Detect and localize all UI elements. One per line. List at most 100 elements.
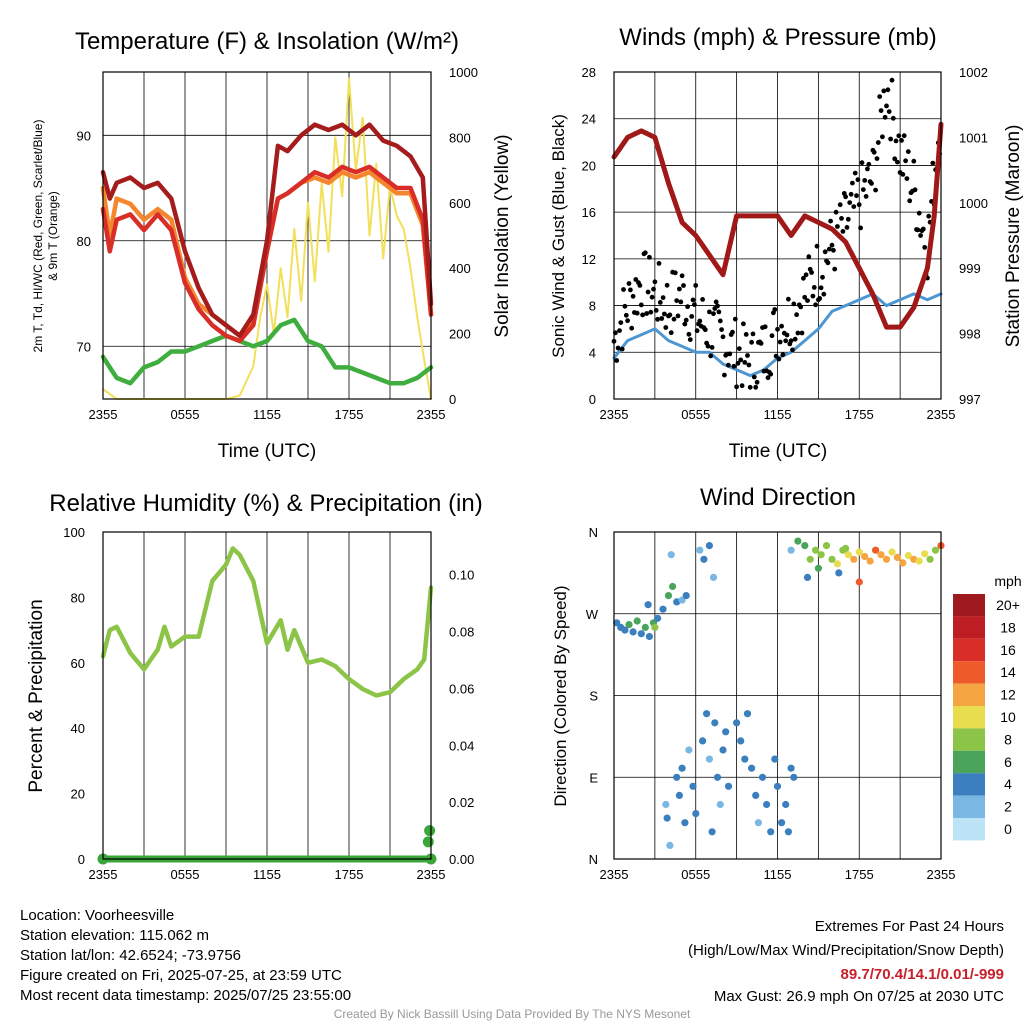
gust-point bbox=[694, 328, 700, 334]
gust-point bbox=[866, 161, 872, 167]
gust-point bbox=[625, 318, 630, 324]
gust-point bbox=[882, 114, 888, 120]
direction-point bbox=[822, 542, 831, 550]
gust-point bbox=[741, 321, 746, 327]
gust-point bbox=[745, 353, 750, 358]
gust-point bbox=[637, 283, 643, 288]
gust-point bbox=[683, 317, 689, 323]
direction-point bbox=[784, 828, 793, 836]
gust-point bbox=[640, 312, 645, 318]
gust-point bbox=[671, 316, 677, 322]
legend-label: 10 bbox=[1000, 709, 1016, 725]
direction-point bbox=[682, 592, 690, 600]
gust-point bbox=[873, 187, 878, 193]
temp-y-right-tick: 1000 bbox=[449, 65, 478, 80]
direction-point bbox=[771, 755, 779, 763]
gust-point bbox=[826, 246, 832, 252]
direction-point bbox=[844, 551, 853, 559]
dir-x-tick: 2355 bbox=[600, 867, 629, 882]
gust-point bbox=[799, 330, 805, 336]
direction-point bbox=[666, 841, 674, 850]
direction-point bbox=[921, 550, 929, 558]
gust-point bbox=[821, 291, 827, 297]
gust-point bbox=[769, 333, 775, 339]
wind-y-left-tick: 28 bbox=[582, 65, 596, 80]
direction-point bbox=[758, 773, 767, 781]
gust-point bbox=[678, 299, 684, 305]
legend-label: 20+ bbox=[996, 597, 1020, 613]
direction-point bbox=[899, 559, 907, 567]
wind-y-left-tick: 24 bbox=[582, 112, 596, 127]
temp-series-td bbox=[100, 317, 434, 386]
gust-point bbox=[634, 310, 640, 316]
gust-point bbox=[693, 283, 699, 288]
rh-y-left-tick: 80 bbox=[71, 590, 85, 605]
direction-point bbox=[866, 557, 874, 565]
direction-point bbox=[678, 764, 686, 772]
wind-y-left-tick: 16 bbox=[582, 205, 596, 220]
gust-point bbox=[885, 87, 891, 93]
gust-point bbox=[727, 351, 733, 357]
temp-y-left-tick: 90 bbox=[77, 128, 91, 143]
temp-x-tick: 1755 bbox=[335, 407, 364, 422]
dir-x-tick: 0555 bbox=[681, 867, 710, 882]
wind-xlabel: Time (UTC) bbox=[729, 441, 828, 462]
gust-point bbox=[856, 202, 862, 208]
direction-point bbox=[803, 573, 812, 582]
direction-point bbox=[855, 548, 863, 556]
gust-point bbox=[798, 304, 804, 310]
direction-point bbox=[733, 719, 741, 727]
gust-point bbox=[629, 325, 635, 331]
direction-point bbox=[767, 828, 775, 836]
direction-point bbox=[724, 782, 733, 790]
direction-point bbox=[689, 782, 697, 790]
gust-point bbox=[916, 210, 922, 216]
gust-point bbox=[817, 296, 823, 301]
gust-point bbox=[794, 312, 799, 318]
direction-point bbox=[926, 555, 934, 563]
gust-point bbox=[904, 176, 910, 182]
gust-point bbox=[645, 289, 651, 295]
direction-point bbox=[850, 555, 858, 563]
gust-point bbox=[700, 297, 705, 302]
gust-point bbox=[811, 285, 817, 290]
extremes-gust: Max Gust: 26.9 mph On 07/25 at 2030 UTC bbox=[713, 988, 1004, 1005]
dir-y-tick: E bbox=[589, 770, 598, 785]
gust-point bbox=[736, 346, 742, 351]
temp-y-left-tick: 70 bbox=[77, 339, 91, 354]
wind-x-tick: 1755 bbox=[845, 407, 874, 422]
direction-point bbox=[667, 551, 675, 559]
info-latlon: Station lat/lon: 42.6524; -73.9756 bbox=[20, 947, 242, 964]
gust-point bbox=[783, 338, 789, 344]
gust-point bbox=[905, 149, 911, 155]
gust-point bbox=[818, 285, 824, 291]
wind-x-tick: 2355 bbox=[927, 407, 956, 422]
temp-x-tick: 1155 bbox=[253, 407, 281, 422]
direction-point bbox=[754, 819, 763, 827]
temp-y-right-tick: 200 bbox=[449, 327, 471, 342]
direction-point bbox=[713, 773, 722, 781]
temp-y-right-tick: 600 bbox=[449, 196, 471, 211]
gust-point bbox=[900, 172, 906, 177]
rh-y-right-tick: 0.00 bbox=[449, 852, 474, 867]
gust-point bbox=[746, 362, 752, 368]
wind-title: Winds (mph) & Pressure (mb) bbox=[619, 24, 936, 51]
gust-point bbox=[681, 283, 686, 288]
legend-label: 6 bbox=[1004, 754, 1012, 770]
gust-point bbox=[896, 133, 902, 139]
dir-plot-frame bbox=[613, 531, 942, 860]
rh-title: Relative Humidity (%) & Precipitation (i… bbox=[49, 490, 482, 517]
wind-x-tick: 2355 bbox=[600, 407, 629, 422]
direction-point bbox=[662, 800, 670, 809]
gust-point bbox=[628, 287, 633, 293]
direction-point bbox=[621, 626, 629, 634]
wind-y-right-tick: 998 bbox=[959, 327, 981, 342]
direction-point bbox=[806, 555, 814, 563]
direction-point bbox=[664, 592, 673, 600]
direction-point bbox=[814, 564, 823, 572]
gust-point bbox=[810, 293, 816, 299]
direction-point bbox=[790, 773, 798, 781]
gust-point bbox=[912, 187, 918, 193]
gust-point bbox=[840, 229, 846, 234]
direction-point bbox=[835, 569, 843, 577]
